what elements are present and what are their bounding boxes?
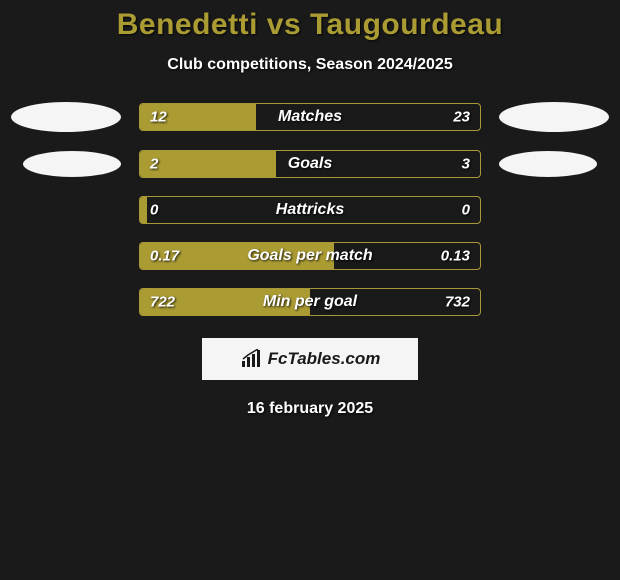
stat-value-right: 23: [453, 109, 470, 126]
brand-text: FcTables.com: [268, 349, 381, 369]
brand-badge: FcTables.com: [202, 338, 418, 380]
player-badge-right: [499, 151, 597, 177]
stat-label: Goals per match: [247, 247, 372, 265]
stat-label: Min per goal: [263, 293, 357, 311]
stat-value-right: 0: [462, 202, 470, 219]
date-label: 16 february 2025: [0, 400, 620, 418]
player-badge-left: [11, 102, 121, 132]
brand-chart-icon: [240, 349, 264, 369]
comparison-card: Benedetti vs Taugourdeau Club competitio…: [0, 0, 620, 418]
player-badge-right: [499, 102, 609, 132]
bar-fill-left: [140, 197, 147, 223]
stat-row: 12 Matches 23: [0, 102, 620, 132]
stat-label: Matches: [278, 108, 342, 126]
stat-bar: 2 Goals 3: [139, 150, 481, 178]
stat-bar: 722 Min per goal 732: [139, 288, 481, 316]
page-title: Benedetti vs Taugourdeau: [0, 8, 620, 42]
stat-bar: 0 Hattricks 0: [139, 196, 481, 224]
stat-value-right: 0.13: [441, 248, 470, 265]
stat-value-left: 2: [150, 156, 158, 173]
stat-row: 722 Min per goal 732: [0, 288, 620, 316]
stat-value-right: 732: [445, 294, 470, 311]
stat-label: Goals: [288, 155, 332, 173]
subtitle: Club competitions, Season 2024/2025: [0, 56, 620, 74]
stat-row: 0.17 Goals per match 0.13: [0, 242, 620, 270]
stats-list: 12 Matches 23 2 Goals 3 0 Hattricks 0 0.17 Goals p…: [0, 102, 620, 316]
stat-value-left: 12: [150, 109, 167, 126]
bar-fill-left: [140, 151, 276, 177]
stat-value-left: 0: [150, 202, 158, 219]
stat-value-right: 3: [462, 156, 470, 173]
stat-value-left: 0.17: [150, 248, 179, 265]
stat-value-left: 722: [150, 294, 175, 311]
stat-label: Hattricks: [276, 201, 344, 219]
stat-row: 0 Hattricks 0: [0, 196, 620, 224]
stat-bar: 0.17 Goals per match 0.13: [139, 242, 481, 270]
stat-row: 2 Goals 3: [0, 150, 620, 178]
player-badge-left: [23, 151, 121, 177]
stat-bar: 12 Matches 23: [139, 103, 481, 131]
